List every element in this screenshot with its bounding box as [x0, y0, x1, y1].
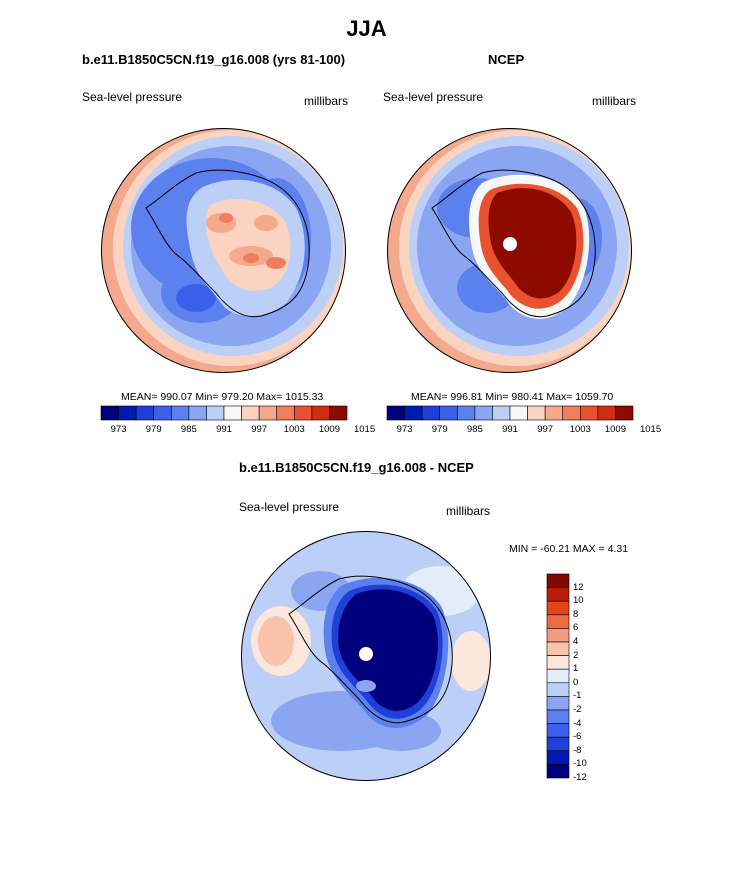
model-colorbar-box	[170, 405, 190, 421]
diff-polar-map	[241, 531, 491, 781]
model-colorbar-box	[293, 405, 313, 421]
obs-colorbar-box	[492, 405, 511, 421]
model-colorbar-box	[100, 405, 119, 421]
obs-colorbar-box	[456, 405, 476, 421]
diff-colorbar-box	[546, 750, 570, 765]
model-colorbar-box	[206, 405, 225, 421]
diff-panel-title: b.e11.B1850C5CN.f19_g16.008 - NCEP	[239, 460, 474, 475]
diff-colorbar-tick-label: 2	[573, 649, 579, 661]
model-colorbar-tick-label: 985	[180, 424, 197, 435]
model-colorbar-box	[223, 405, 242, 421]
model-colorbar-box	[188, 405, 207, 421]
diff-colorbar-box	[546, 709, 570, 724]
obs-colorbar-box	[527, 405, 546, 421]
obs-colorbar-tick-label: 991	[502, 424, 518, 435]
obs-colorbar-tick-label: 985	[466, 424, 483, 435]
model-colorbar-box	[241, 405, 260, 421]
diff-colorbar-box	[546, 573, 570, 588]
model-polar-map	[101, 128, 346, 373]
diff-colorbar-tick-label: -4	[573, 717, 582, 729]
model-colorbar-box	[311, 405, 330, 421]
model-variable-label: Sea-level pressure	[82, 90, 183, 104]
diff-colorbar-tick-label: 6	[573, 622, 579, 634]
model-panel-title: b.e11.B1850C5CN.f19_g16.008 (yrs 81-100)	[82, 52, 346, 67]
model-colorbar-box	[329, 405, 348, 421]
obs-colorbar-box	[562, 405, 581, 421]
model-colorbar-box	[153, 405, 172, 421]
diff-colorbar-box	[546, 764, 570, 779]
diff-colorbar-tick-label: -8	[573, 744, 582, 756]
model-colorbar-box	[135, 405, 155, 421]
diff-colorbar-box	[546, 628, 570, 643]
model-units-label: millibars	[304, 94, 349, 108]
obs-colorbar	[386, 405, 634, 421]
obs-colorbar-box	[509, 405, 528, 421]
model-colorbar-tick-label: 991	[216, 424, 232, 435]
model-colorbar-box	[118, 405, 137, 421]
diff-colorbar	[546, 573, 570, 779]
diff-colorbar-box	[546, 682, 570, 697]
diff-colorbar-tick-label: -12	[573, 772, 587, 783]
obs-colorbar-box	[597, 405, 616, 421]
diff-colorbar-tick-label: 8	[573, 608, 579, 620]
obs-colorbar-box	[421, 405, 441, 421]
diff-colorbar-tick-label: -2	[573, 704, 582, 715]
obs-colorbar-tick-label: 973	[396, 424, 413, 435]
diff-colorbar-tick-label: -6	[573, 731, 582, 743]
obs-units-label: millibars	[592, 94, 637, 108]
diff-variable-label: Sea-level pressure	[239, 500, 340, 514]
obs-colorbar-tick-label: 1003	[569, 424, 591, 435]
diff-stats: MIN = -60.21 MAX = 4.31	[509, 543, 629, 555]
obs-polar-map	[387, 128, 632, 373]
diff-colorbar-tick-label: 0	[573, 676, 579, 688]
obs-colorbar-box	[439, 405, 458, 421]
obs-colorbar-tick-label: 1009	[604, 424, 626, 435]
model-colorbar-tick-label: 1009	[318, 424, 340, 435]
obs-variable-label: Sea-level pressure	[383, 90, 484, 104]
model-colorbar	[100, 405, 348, 421]
obs-colorbar-box	[474, 405, 493, 421]
obs-panel-title: NCEP	[488, 52, 525, 67]
model-colorbar-box	[276, 405, 295, 421]
diff-colorbar-tick-label: 1	[573, 663, 579, 675]
diff-colorbar-tick-label: 12	[573, 581, 584, 593]
model-colorbar-tick-label: 979	[145, 424, 162, 435]
diff-colorbar-box	[546, 600, 570, 616]
obs-colorbar-box	[404, 405, 423, 421]
figure-title: JJA	[346, 16, 387, 41]
obs-colorbar-tick-label: 997	[537, 424, 554, 435]
obs-colorbar-box	[386, 405, 405, 421]
diff-colorbar-tick-label: -10	[573, 758, 587, 770]
diff-colorbar-box	[546, 668, 570, 684]
diff-colorbar-box	[546, 736, 570, 752]
diff-colorbar-tick-label: 10	[573, 595, 584, 607]
model-colorbar-tick-label: 1003	[283, 424, 305, 435]
obs-colorbar-box	[579, 405, 599, 421]
diff-colorbar-box	[546, 723, 570, 738]
model-colorbar-tick-label: 1015	[353, 424, 376, 435]
model-stats: MEAN= 990.07 Min= 979.20 Max= 1015.33	[121, 391, 324, 403]
obs-colorbar-box	[544, 405, 564, 421]
diff-colorbar-box	[546, 614, 570, 629]
obs-colorbar-tick-label: 979	[431, 424, 448, 435]
obs-colorbar-tick-label: 1015	[639, 424, 662, 435]
obs-stats: MEAN= 996.81 Min= 980.41 Max= 1059.70	[411, 391, 614, 403]
diff-colorbar-box	[546, 641, 570, 656]
diff-colorbar-box	[546, 696, 570, 711]
model-colorbar-tick-label: 973	[110, 424, 127, 435]
diff-units-label: millibars	[446, 504, 491, 518]
diff-colorbar-box	[546, 655, 570, 670]
diff-colorbar-tick-label: 4	[573, 636, 579, 647]
obs-colorbar-box	[615, 405, 634, 421]
diff-colorbar-tick-label: -1	[573, 690, 582, 702]
diff-colorbar-box	[546, 587, 570, 602]
model-colorbar-box	[258, 405, 278, 421]
model-colorbar-tick-label: 997	[251, 424, 268, 435]
